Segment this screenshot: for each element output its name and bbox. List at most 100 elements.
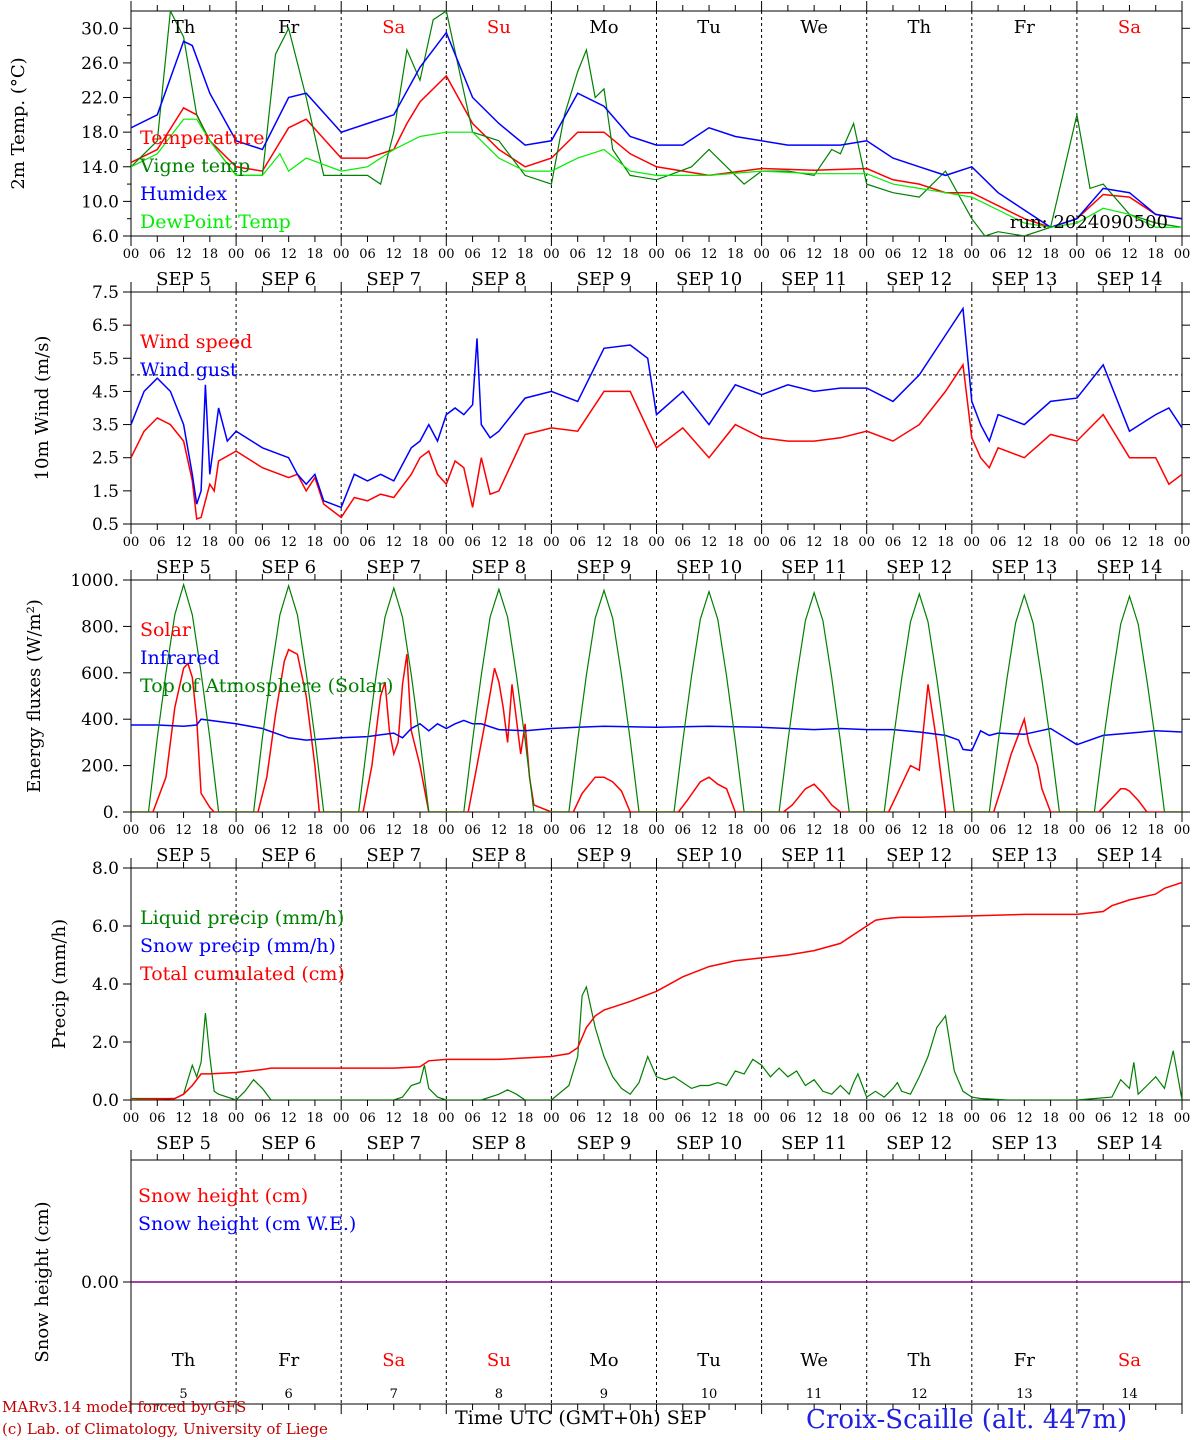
hour-tick-label: 12 (596, 535, 613, 550)
y-tick-label: 2.0 (92, 1033, 119, 1053)
hour-tick-label: 12 (491, 247, 508, 262)
hour-tick-label: 18 (727, 535, 744, 550)
hour-tick-label: 06 (885, 823, 902, 838)
y-tick-label: 800. (81, 617, 119, 637)
legend-entry: Infrared (140, 647, 220, 669)
date-label: SEP 10 (676, 557, 742, 578)
day-name-label: Fr (278, 1350, 299, 1371)
hour-tick-label: 12 (385, 1111, 402, 1126)
date-label: SEP 13 (991, 557, 1057, 578)
hour-tick-label: 00 (964, 535, 981, 550)
hour-tick-label: 12 (1121, 535, 1138, 550)
hour-tick-label: 12 (701, 823, 718, 838)
hour-tick-label: 12 (175, 247, 192, 262)
y-tick-label: 4.5 (92, 382, 119, 402)
hour-tick-label: 12 (1121, 1111, 1138, 1126)
hour-tick-label: 00 (228, 247, 245, 262)
hour-tick-label: 12 (385, 535, 402, 550)
y-tick-label: 26.0 (81, 54, 119, 74)
hour-tick-label: 18 (517, 1111, 534, 1126)
hour-tick-label: 18 (1042, 1111, 1059, 1126)
hour-tick-label: 00 (333, 1111, 350, 1126)
day-name-label: We (800, 1350, 828, 1371)
hour-tick-label: 00 (648, 823, 665, 838)
hour-tick-label: 12 (175, 535, 192, 550)
day-name-label: Su (487, 17, 511, 38)
hour-tick-label: 00 (438, 247, 455, 262)
y-tick-label: 0. (103, 803, 119, 823)
date-label: SEP 10 (676, 845, 742, 866)
y-tick-label: 14.0 (81, 158, 119, 178)
date-label: SEP 12 (886, 557, 952, 578)
day-number-label: 10 (701, 1387, 718, 1402)
hour-tick-label: 12 (491, 1111, 508, 1126)
legend-entry: Wind speed (140, 331, 252, 353)
hour-tick-label: 00 (753, 535, 770, 550)
hour-tick-label: 00 (964, 823, 981, 838)
hour-tick-label: 00 (648, 247, 665, 262)
date-label: SEP 13 (991, 269, 1057, 290)
hour-tick-label: 12 (491, 823, 508, 838)
date-label: SEP 12 (886, 1133, 952, 1154)
hour-tick-label: 18 (412, 1111, 429, 1126)
legend-entry: Liquid precip (mm/h) (140, 907, 344, 929)
hour-tick-label: 18 (1147, 247, 1164, 262)
hour-tick-label: 06 (990, 535, 1007, 550)
hour-tick-label: 00 (753, 247, 770, 262)
y-tick-label: 1.5 (92, 482, 119, 502)
plot-frame (130, 291, 1183, 525)
hour-tick-label: 12 (1016, 1111, 1033, 1126)
hour-tick-label: 06 (149, 535, 166, 550)
date-label: SEP 14 (1096, 1133, 1162, 1154)
hour-tick-label: 18 (937, 535, 954, 550)
hour-tick-label: 12 (1016, 247, 1033, 262)
y-tick-label: 0.0 (92, 1091, 119, 1111)
date-label: SEP 8 (471, 269, 526, 290)
hour-tick-label: 06 (464, 823, 481, 838)
hour-tick-label: 06 (359, 823, 376, 838)
hour-tick-label: 12 (280, 535, 297, 550)
hour-tick-label: 18 (307, 535, 324, 550)
day-number-label: 8 (495, 1387, 503, 1402)
panel-2: 0.5 1.5 2.5 3.5 4.5 5.5 6.5 7.5 00 06 12 18 00 06 12 18… (32, 282, 1190, 578)
date-label: SEP 14 (1096, 557, 1162, 578)
day-number-label: 12 (911, 1387, 928, 1402)
hour-tick-label: 18 (307, 1111, 324, 1126)
day-name-label: Th (907, 1350, 931, 1371)
y-tick-label: 5.5 (92, 349, 119, 369)
hour-tick-label: 18 (1147, 1111, 1164, 1126)
y-tick-label: 400. (81, 710, 119, 730)
hour-tick-label: 00 (543, 823, 560, 838)
hour-tick-label: 06 (254, 247, 271, 262)
hour-tick-label: 18 (622, 247, 639, 262)
hour-tick-label: 12 (385, 823, 402, 838)
hour-tick-label: 06 (885, 247, 902, 262)
hour-tick-label: 06 (254, 823, 271, 838)
hour-tick-label: 06 (464, 1111, 481, 1126)
date-label: SEP 6 (261, 845, 316, 866)
hour-tick-label: 18 (1042, 823, 1059, 838)
series-line-dewpoint-temp (131, 118, 1182, 228)
hour-tick-label: 18 (622, 1111, 639, 1126)
lab-credit: (c) Lab. of Climatology, University of L… (2, 1420, 328, 1438)
hour-tick-label: 06 (990, 1111, 1007, 1126)
y-tick-label: 30.0 (81, 19, 119, 39)
hour-tick-label: 06 (780, 823, 797, 838)
series-line-humidex (131, 31, 1182, 229)
y-tick-label: 4.0 (92, 975, 119, 995)
hour-tick-label: 00 (123, 1111, 140, 1126)
hour-tick-label: 18 (727, 247, 744, 262)
legend-entry: Temperature (140, 127, 264, 149)
hour-tick-label: 00 (648, 1111, 665, 1126)
hour-tick-label: 18 (202, 247, 219, 262)
date-label: SEP 9 (577, 1133, 632, 1154)
station-name: Croix-Scaille (alt. 447m) (806, 1405, 1127, 1435)
hour-tick-label: 18 (832, 535, 849, 550)
hour-tick-label: 00 (1174, 247, 1191, 262)
hour-tick-label: 12 (280, 1111, 297, 1126)
hour-tick-label: 06 (675, 823, 692, 838)
hour-tick-label: 18 (307, 247, 324, 262)
legend-entry: Snow precip (mm/h) (140, 935, 336, 957)
series-line-temperature (131, 74, 1182, 229)
day-number-label: 5 (179, 1387, 187, 1402)
